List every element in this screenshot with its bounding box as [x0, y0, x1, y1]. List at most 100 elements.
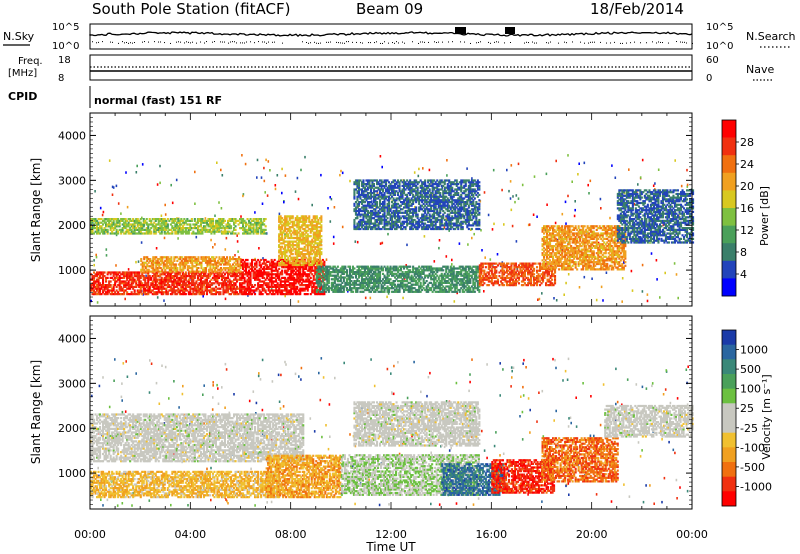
data-cell — [167, 223, 169, 225]
data-cell — [265, 225, 267, 227]
data-cell — [606, 272, 608, 275]
data-cell — [185, 293, 187, 295]
data-cell — [275, 184, 277, 187]
data-cell — [261, 176, 263, 179]
data-cell — [140, 258, 142, 260]
data-cell — [235, 232, 237, 234]
nsearch-point — [326, 42, 327, 43]
nsearch-point — [302, 41, 303, 42]
data-cell — [600, 207, 602, 210]
nave-tick-top: 60 — [706, 55, 719, 66]
nsearch-point — [102, 41, 103, 42]
data-cell — [574, 215, 576, 218]
nsearch-point — [330, 42, 331, 43]
data-cell — [240, 271, 242, 273]
nsearch-point — [144, 41, 145, 42]
nsearch-point — [98, 42, 99, 43]
nsearch-point — [422, 41, 423, 42]
data-cell — [263, 167, 265, 170]
nsearch-point — [566, 42, 567, 43]
data-cell — [355, 240, 357, 243]
power-heatmap — [90, 154, 694, 304]
nsearch-point — [510, 42, 511, 43]
data-cell — [279, 213, 281, 216]
data-cell — [176, 179, 178, 182]
data-cell — [220, 169, 222, 172]
nsearch-point — [306, 42, 307, 43]
freq-label-2: [MHz] — [8, 68, 37, 79]
data-cell — [109, 159, 111, 162]
data-cell — [194, 203, 196, 206]
nsearch-point — [640, 42, 641, 43]
data-cell — [654, 182, 656, 185]
data-cell — [136, 165, 138, 168]
nsearch-point — [564, 42, 565, 43]
nsearch-point — [526, 42, 527, 43]
nsearch-point — [370, 42, 371, 43]
noise-tick-bottom-left: 10^0 — [52, 41, 79, 52]
data-cell — [214, 215, 216, 218]
nsearch-point — [606, 43, 607, 44]
data-cell — [334, 206, 336, 209]
nsearch-point — [268, 42, 269, 43]
data-cell — [587, 184, 589, 187]
nsearch-point — [192, 42, 193, 43]
data-cell — [574, 200, 576, 203]
data-cell — [541, 292, 543, 295]
freq-tick-top: 18 — [58, 55, 71, 66]
nsearch-point — [336, 42, 337, 43]
data-cell — [508, 190, 510, 193]
data-cell — [330, 220, 332, 223]
nsearch-point — [572, 41, 573, 42]
nsearch-point — [346, 41, 347, 42]
data-cell — [493, 169, 495, 172]
nsearch-point — [480, 41, 481, 42]
noise-series — [90, 27, 693, 44]
nsearch-point — [362, 43, 363, 44]
nsearch-point — [460, 41, 461, 42]
nsearch-point — [282, 43, 283, 44]
data-cell — [185, 271, 187, 273]
data-cell — [170, 184, 172, 187]
data-cell — [265, 218, 267, 220]
data-cell — [95, 254, 97, 257]
data-cell — [687, 184, 689, 187]
data-cell — [230, 225, 232, 227]
data-cell — [339, 174, 341, 177]
data-cell — [191, 218, 193, 220]
nsearch-point — [206, 41, 207, 42]
data-cell — [164, 237, 166, 240]
nsearch-point — [170, 43, 171, 44]
nsearch-point — [130, 42, 131, 43]
data-cell — [138, 271, 140, 273]
nsearch-point — [388, 43, 389, 44]
data-cell — [446, 159, 448, 162]
data-cell — [565, 222, 567, 225]
data-cell — [103, 211, 105, 214]
data-cell — [170, 256, 172, 258]
data-cell — [225, 248, 227, 251]
nsearch-point — [184, 42, 185, 43]
data-cell — [210, 239, 212, 242]
data-cell — [176, 267, 178, 269]
data-cell — [574, 209, 576, 212]
data-cell — [600, 198, 602, 201]
nsearch-point — [232, 41, 233, 42]
data-cell — [537, 299, 539, 302]
noise-tick-top-right: 10^5 — [706, 22, 733, 33]
data-cell — [120, 212, 122, 215]
nsearch-point — [154, 41, 155, 42]
data-cell — [267, 194, 269, 197]
nsearch-point — [164, 42, 165, 43]
data-cell — [116, 185, 118, 188]
nsearch-point — [128, 43, 129, 44]
data-cell — [622, 277, 624, 280]
data-cell — [146, 218, 148, 220]
nsearch-point — [338, 42, 339, 43]
nsearch-point — [550, 42, 551, 43]
data-cell — [90, 300, 92, 303]
cpid-value: normal (fast) 151 RF — [94, 94, 222, 107]
nsearch-point — [200, 42, 201, 43]
nsearch-point — [316, 43, 317, 44]
data-cell — [258, 247, 260, 250]
